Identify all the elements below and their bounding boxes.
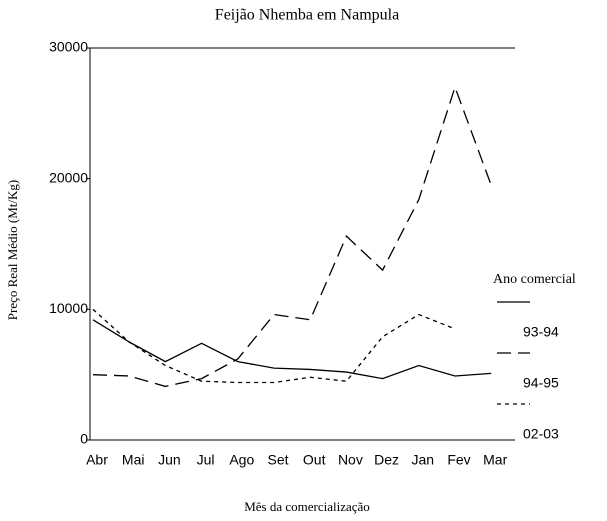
x-tick-label: Jul xyxy=(197,452,215,468)
y-tick-label: 30000 xyxy=(49,39,88,55)
x-tick-label: Nov xyxy=(338,452,363,468)
x-tick-label: Jun xyxy=(158,452,181,468)
x-axis-label: Mês da comercialização xyxy=(244,499,370,514)
series-line xyxy=(92,319,492,380)
x-tick-label: Jan xyxy=(412,452,435,468)
series-line xyxy=(92,85,492,388)
y-tick-label: 20000 xyxy=(49,169,88,185)
x-tick-label: Abr xyxy=(86,452,108,468)
series-line xyxy=(92,308,456,384)
legend-title: Ano comercial xyxy=(493,272,576,287)
legend-label: 93-94 xyxy=(523,324,559,340)
y-axis-label: Preço Real Médio (Mt/Kg) xyxy=(5,180,20,320)
legend-label: 02-03 xyxy=(523,426,559,442)
x-tick-label: Mar xyxy=(483,452,507,468)
chart-title: Feijão Nhemba em Nampula xyxy=(215,7,399,24)
x-tick-label: Ago xyxy=(229,452,254,468)
y-tick-label: 0 xyxy=(80,431,88,447)
x-tick-label: Dez xyxy=(374,452,399,468)
legend-label: 94-95 xyxy=(523,375,559,391)
x-tick-label: Mai xyxy=(122,452,145,468)
x-tick-label: Set xyxy=(267,452,288,468)
y-tick-label: 10000 xyxy=(49,300,88,316)
x-tick-label: Out xyxy=(303,452,326,468)
x-tick-label: Fev xyxy=(447,452,470,468)
